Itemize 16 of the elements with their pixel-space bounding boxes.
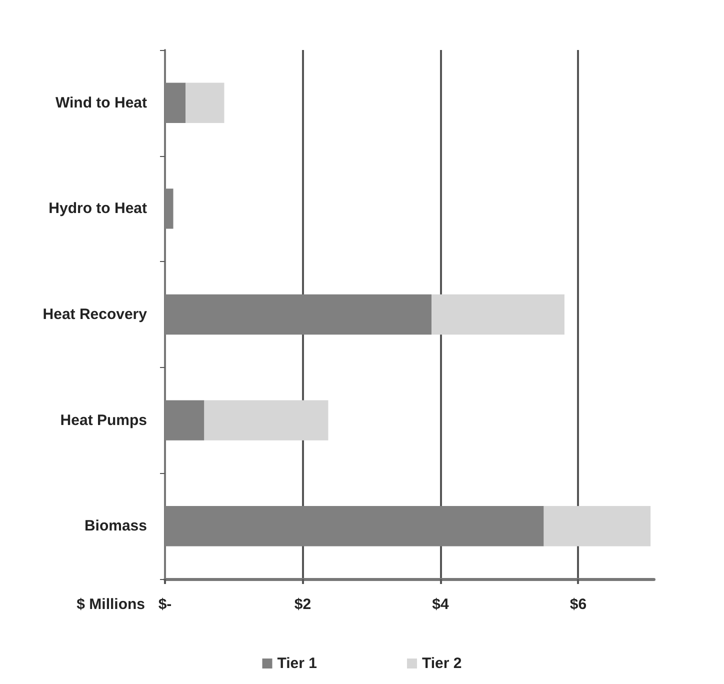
x-tick-label: $6 xyxy=(570,596,587,613)
y-tick-label: Heat Recovery xyxy=(42,306,148,323)
x-axis-title: $ Millions xyxy=(76,596,145,613)
bar xyxy=(432,294,564,335)
legend-label: Tier 2 xyxy=(422,655,462,672)
bar xyxy=(186,82,224,123)
y-tick-label: Wind to Heat xyxy=(55,94,147,112)
bar xyxy=(544,506,651,546)
y-tick-label: Hydro to Heat xyxy=(48,200,148,218)
bar xyxy=(204,400,328,440)
x-tick-label: $- xyxy=(158,596,172,613)
x-tick-label: $2 xyxy=(294,596,312,613)
x-tick-label: $4 xyxy=(432,596,450,613)
y-tick-label: Biomass xyxy=(84,518,147,535)
y-tick-label: Heat Pumps xyxy=(60,412,147,429)
legend-label: Tier 1 xyxy=(277,655,317,672)
